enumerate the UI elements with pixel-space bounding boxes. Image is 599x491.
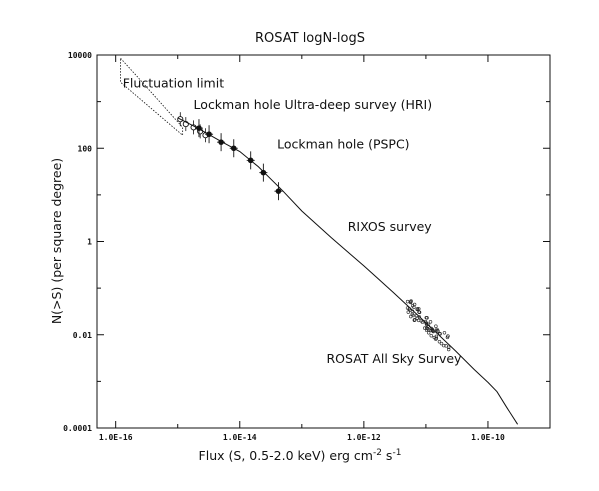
rixos-scatter-point xyxy=(407,307,411,311)
rixos-scatter-point xyxy=(445,335,450,340)
chart-title: ROSAT logN-logS xyxy=(255,31,365,46)
rixos-scatter-point xyxy=(442,343,446,348)
rixos-scatter-point xyxy=(442,331,447,335)
rixos-scatter-point xyxy=(425,328,429,333)
pspc-data-point xyxy=(275,188,282,194)
rixos-scatter-point xyxy=(406,310,410,314)
rixos-scatter-point xyxy=(409,299,413,303)
rixos-scatter-point xyxy=(426,324,430,328)
rixos-scatter-point xyxy=(425,316,429,320)
rixos-scatter-point xyxy=(405,299,410,304)
rixos-scatter-point xyxy=(417,307,421,311)
x-axis-label: Flux (S, 0.5-2.0 keV) erg cm-2 s-1 xyxy=(199,448,402,463)
y-tick-label: 1 xyxy=(87,238,92,247)
rixos-scatter-point xyxy=(423,326,427,330)
rixos-scatter-point xyxy=(408,308,412,313)
annotation-label: RIXOS survey xyxy=(348,219,433,234)
y-tick-label: 100 xyxy=(78,144,93,153)
annotation-label: Lockman hole Ultra-deep survey (HRI) xyxy=(194,97,433,112)
lognlogs-curve xyxy=(177,117,519,425)
rixos-scatter-point xyxy=(419,319,423,323)
rixos-scatter-point xyxy=(436,329,440,333)
annotation-label: ROSAT All Sky Survey xyxy=(327,351,463,366)
y-axis-label: N(>S) (per square degree) xyxy=(49,158,64,324)
rixos-scatter-point xyxy=(414,314,419,318)
rixos-scatter-point xyxy=(428,320,433,324)
annotation-label: Fluctuation limit xyxy=(123,76,224,91)
rixos-scatter-point xyxy=(434,336,439,341)
rixos-scatter-point xyxy=(415,307,420,311)
rixos-scatter-point xyxy=(437,340,442,344)
rixos-scatter-point xyxy=(439,341,444,346)
rixos-scatter-point xyxy=(432,335,436,340)
rixos-scatter-point xyxy=(426,331,431,335)
x-tick-label: 1.0E-12 xyxy=(347,433,381,442)
rixos-scatter-point xyxy=(444,344,448,348)
rixos-scatter-point xyxy=(410,304,415,308)
annotation-label: Lockman hole (PSPC) xyxy=(277,136,409,151)
x-tick-label: 1.0E-14 xyxy=(223,433,257,442)
x-tick-label: 1.0E-16 xyxy=(99,433,133,442)
axis-ticks: 1.0E-16 1.0E-14 1.0E-12 1.0E-10 10000 100 1 0.0… xyxy=(63,51,551,442)
fluctuation-limit-band xyxy=(120,57,184,137)
pspc-data-point xyxy=(260,169,267,176)
y-tick-label: 0.0001 xyxy=(63,424,92,433)
rixos-scatter-point xyxy=(429,334,433,338)
y-tick-label: 10000 xyxy=(68,51,92,60)
plot-area xyxy=(120,57,519,425)
annotations: Fluctuation limit Lockman hole Ultra-deep… xyxy=(123,76,462,366)
rixos-scatter-point xyxy=(405,306,410,310)
rixos-scatter-point xyxy=(437,331,442,336)
y-tick-label: 0.01 xyxy=(73,331,92,340)
rixos-scatter-point xyxy=(409,314,413,319)
rixos-scatter-point xyxy=(415,316,419,320)
rixos-scatter-point xyxy=(417,310,421,314)
rixos-scatter-point xyxy=(434,324,438,328)
rixos-scatter-point xyxy=(415,307,419,312)
rixos-scatter-point xyxy=(412,318,417,322)
rixos-scatter-point xyxy=(446,347,451,352)
rixos-scatter-point xyxy=(431,328,435,332)
x-tick-label: 1.0E-10 xyxy=(471,433,505,442)
rixos-scatter-point xyxy=(446,345,451,349)
